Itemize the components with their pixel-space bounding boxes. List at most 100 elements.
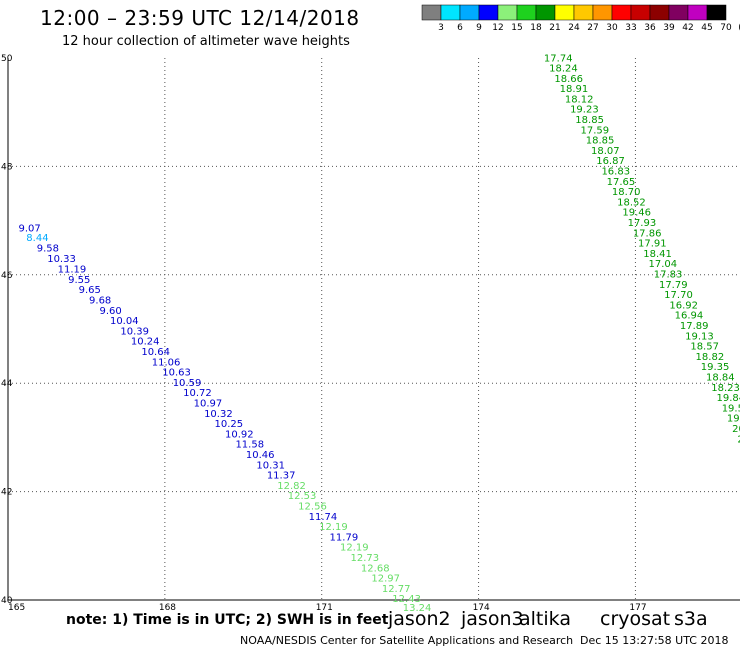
data-point-label: 9.58 xyxy=(37,243,59,254)
data-point-label: 20.53 xyxy=(732,424,740,435)
data-point-label: 17.93 xyxy=(628,218,657,229)
data-point-label: 10.72 xyxy=(183,388,212,399)
data-point-label: 10.46 xyxy=(246,450,275,461)
data-point-label: 11.74 xyxy=(309,512,338,523)
legend-sat-jason3: jason3 xyxy=(461,608,524,630)
legend-sat-jason2: jason2 xyxy=(388,608,451,630)
y-tick-label: 42 xyxy=(1,488,12,498)
footer-note: note: 1) Time is in UTC; 2) SWH is in fe… xyxy=(66,612,389,628)
data-point-label: 19.77 xyxy=(727,414,740,425)
legend-tick-label: 36 xyxy=(644,23,656,33)
data-point-label: 9.68 xyxy=(89,296,111,307)
legend-tick-label: 15 xyxy=(511,23,522,33)
data-point-label: 9.60 xyxy=(100,306,122,317)
data-point-label: 17.86 xyxy=(633,228,662,239)
y-tick-label: 50 xyxy=(1,54,13,64)
data-point-label: 12.82 xyxy=(277,481,306,492)
data-point-label: 19.46 xyxy=(622,208,651,219)
data-point-label: 10.33 xyxy=(47,254,76,265)
legend-sat-cryosat: cryosat xyxy=(600,608,671,630)
data-point-label: 12.97 xyxy=(371,574,400,585)
data-point-label: 11.79 xyxy=(330,532,359,543)
data-point-label: 11.37 xyxy=(267,471,296,482)
data-point-label: 12.53 xyxy=(288,491,317,502)
legend-swatch xyxy=(687,4,708,21)
legend-swatch xyxy=(478,4,499,21)
x-tick-label: 177 xyxy=(629,603,646,613)
data-point-label: 18.57 xyxy=(690,342,719,353)
data-point-label: 17.70 xyxy=(664,290,693,301)
data-point-label: 18.85 xyxy=(575,115,604,126)
data-point-label: 12.56 xyxy=(298,501,327,512)
data-point-label: 11.06 xyxy=(152,357,181,368)
legend-sat-altika: altika xyxy=(519,608,571,630)
legend-tick-label: 18 xyxy=(530,23,542,33)
legend-swatch xyxy=(573,4,594,21)
legend-swatch xyxy=(516,4,537,21)
data-point-label: 17.83 xyxy=(654,270,683,281)
data-point-label: 12.19 xyxy=(319,522,348,533)
x-tick-label: 174 xyxy=(473,603,490,613)
legend-swatch xyxy=(611,4,632,21)
data-point-label: 17.89 xyxy=(680,321,709,332)
legend-tick-label: 33 xyxy=(625,23,636,33)
data-point-label: 12.77 xyxy=(382,584,411,595)
data-point-label: 10.39 xyxy=(120,326,149,337)
data-point-label: 9.07 xyxy=(18,223,40,234)
legend-tick-label: 70 xyxy=(720,23,732,33)
data-point-label: 12.73 xyxy=(350,553,379,564)
data-point-label: 17.04 xyxy=(649,259,678,270)
data-point-label: 10.04 xyxy=(110,316,139,327)
data-point-label: 16.92 xyxy=(669,300,698,311)
legend-swatch xyxy=(440,4,461,21)
data-point-label: 10.25 xyxy=(215,419,244,430)
data-point-label: 9.65 xyxy=(79,285,101,296)
data-point-label: 17.74 xyxy=(544,53,573,64)
data-point-label: 18.07 xyxy=(591,146,620,157)
data-point-label: 16.83 xyxy=(601,167,630,178)
data-point-label: 12.43 xyxy=(392,594,421,605)
legend-swatch xyxy=(668,4,689,21)
legend-tick-label: 6 xyxy=(457,23,463,33)
data-point-label: 10.31 xyxy=(256,460,285,471)
y-tick-label: 40 xyxy=(1,596,13,606)
data-point-label: 19.51 xyxy=(722,403,740,414)
data-point-label: 18.85 xyxy=(586,136,615,147)
legend-swatch xyxy=(497,4,518,21)
data-point-label: 18.24 xyxy=(549,64,578,75)
legend-tick-label: 45 xyxy=(701,23,712,33)
data-point-label: 10.64 xyxy=(141,347,170,358)
y-tick-label: 46 xyxy=(1,271,13,281)
x-tick-label: 165 xyxy=(8,603,25,613)
legend-swatch xyxy=(592,4,613,21)
data-point-label: 18.66 xyxy=(554,74,583,85)
legend-tick-label: 24 xyxy=(568,23,580,33)
data-point-label: 11.58 xyxy=(235,440,264,451)
data-point-label: 17.79 xyxy=(659,280,688,291)
legend-tick-label: 42 xyxy=(682,23,693,33)
data-point-label: 12.68 xyxy=(361,563,390,574)
x-tick-label: 171 xyxy=(316,603,333,613)
data-point-label: 18.41 xyxy=(643,249,672,260)
data-point-label: 18.52 xyxy=(617,197,646,208)
data-point-label: 18.23 xyxy=(711,383,740,394)
data-point-label: 18.84 xyxy=(706,372,735,383)
data-point-label: 17.59 xyxy=(581,125,610,136)
legend-swatch xyxy=(649,4,670,21)
data-point-label: 10.97 xyxy=(194,399,223,410)
chart-title: 12:00 – 23:59 UTC 12/14/2018 xyxy=(40,6,360,30)
data-point-label: 20.30 xyxy=(737,434,740,445)
data-point-label: 16.87 xyxy=(596,156,625,167)
data-point-label: 18.70 xyxy=(612,187,641,198)
data-point-label: 10.63 xyxy=(162,368,191,379)
data-point-label: 19.13 xyxy=(685,331,714,342)
data-point-label: 10.32 xyxy=(204,409,233,420)
footer-timestamp: Dec 15 13:27:58 UTC 2018 xyxy=(580,634,729,647)
data-point-label: 13.24 xyxy=(403,603,432,614)
legend-swatch xyxy=(459,4,480,21)
legend-sat-s3a: s3a xyxy=(674,608,708,630)
data-point-label: 11.19 xyxy=(58,265,87,276)
data-point-label: 8.44 xyxy=(26,233,48,244)
data-point-label: 18.12 xyxy=(565,94,594,105)
